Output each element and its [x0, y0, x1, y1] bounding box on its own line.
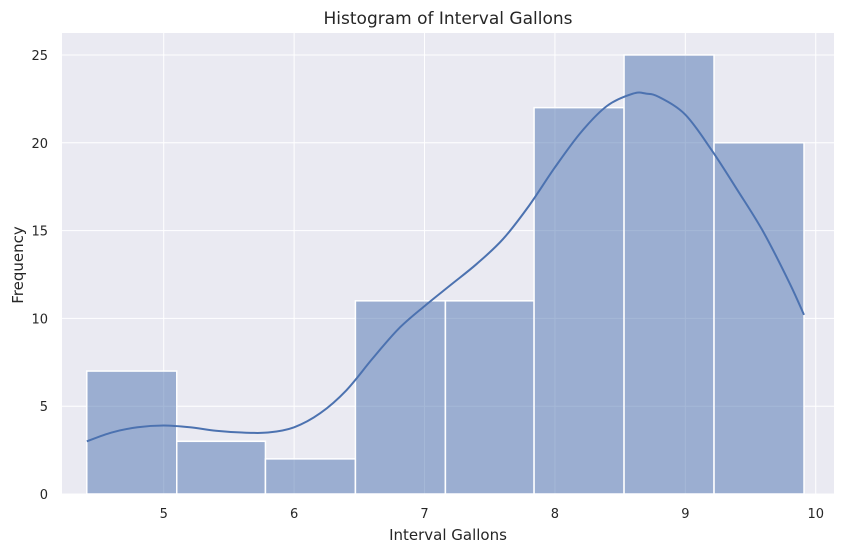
x-tick-label: 10: [807, 507, 824, 522]
histogram-bar: [533, 106, 625, 495]
histogram-bar: [623, 54, 715, 495]
chart-title: Histogram of Interval Gallons: [324, 9, 573, 29]
histogram-bar: [176, 440, 267, 495]
y-tick-label: 0: [40, 488, 48, 503]
y-axis-label: Frequency: [9, 226, 27, 304]
x-axis-label: Interval Gallons: [389, 526, 507, 544]
histogram-bar: [354, 300, 447, 495]
y-tick-label: 20: [31, 137, 48, 152]
x-tick-label: 5: [160, 507, 168, 522]
kde-curve: [86, 91, 805, 443]
x-tick-label: 7: [420, 507, 428, 522]
y-tick-label: 25: [31, 49, 48, 64]
histogram-bars: [86, 54, 805, 495]
x-tick-label: 6: [290, 507, 298, 522]
y-tick-labels: 0 5 10 15 20 25: [31, 49, 48, 503]
y-tick-label: 5: [40, 400, 48, 415]
x-tick-labels: 5 6 7 8 9 10: [160, 507, 824, 522]
histogram-bar: [86, 370, 178, 495]
y-tick-label: 15: [31, 225, 48, 240]
y-tick-label: 10: [31, 312, 48, 327]
x-tick-label: 8: [551, 507, 559, 522]
histogram-bar: [713, 142, 805, 495]
histogram-bar: [264, 458, 357, 495]
x-tick-label: 9: [681, 507, 689, 522]
histogram-bar: [444, 300, 535, 495]
